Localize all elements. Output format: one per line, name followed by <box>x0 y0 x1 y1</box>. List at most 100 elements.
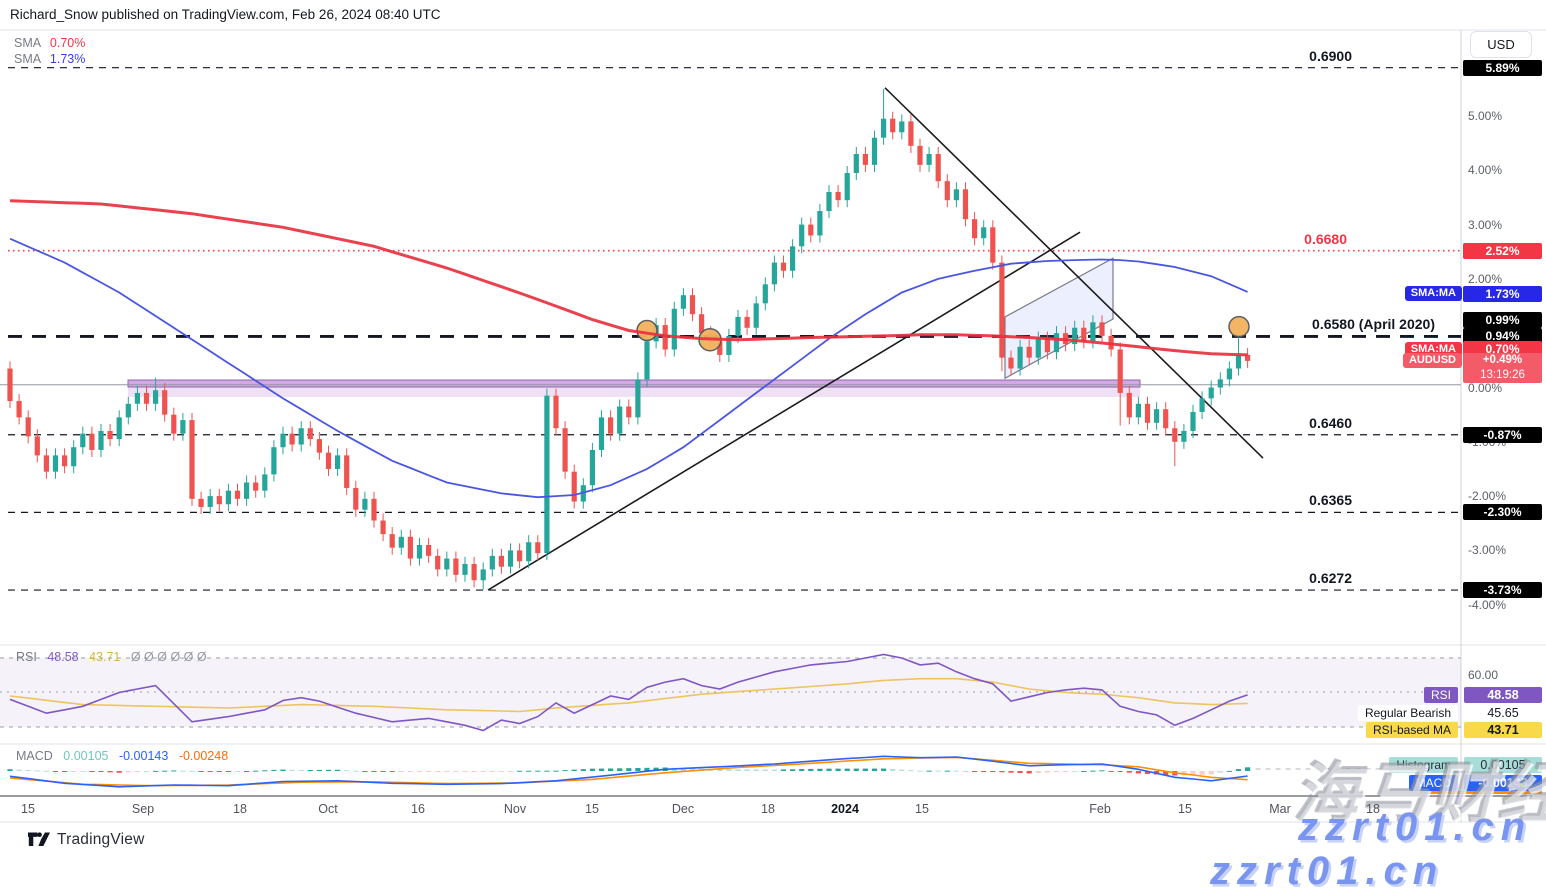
macd-header[interactable]: MACD 0.00105 -0.00143 -0.00248 <box>16 749 235 763</box>
time-axis-label[interactable]: Nov <box>503 802 527 816</box>
candle <box>1017 346 1023 369</box>
candle <box>526 542 532 562</box>
support-zone-light <box>128 387 1140 398</box>
candle <box>972 219 978 239</box>
candle <box>780 262 787 271</box>
price-axis-marker: -0.87% <box>1463 426 1542 443</box>
macd-histogram-bar <box>43 770 49 772</box>
macd-histogram-bar <box>853 768 859 771</box>
macd-histogram-bar <box>680 767 686 771</box>
sma-slow-legend[interactable]: SMA 1.73% <box>14 52 85 66</box>
macd-histogram-bar <box>89 771 95 772</box>
series-axis-pill: SMA:MA <box>1404 286 1462 302</box>
price-axis-tick: 4.00% <box>1468 163 1503 178</box>
macd-histogram-bar <box>116 771 122 773</box>
candle <box>735 316 741 336</box>
macd-histogram-bar <box>826 768 832 771</box>
sma-fast-legend[interactable]: SMA 0.70% <box>14 36 85 50</box>
rsi-value-tag: 48.58 <box>1464 687 1542 703</box>
macd-histogram-bar <box>1199 771 1205 775</box>
candle <box>216 496 222 505</box>
macd-histogram-bar <box>644 767 650 771</box>
candle <box>744 316 750 328</box>
time-axis-label[interactable]: 15 <box>915 802 929 816</box>
macd-histogram-bar <box>535 770 541 772</box>
macd-histogram-bar <box>890 769 896 771</box>
macd-histogram-bar <box>1081 771 1087 772</box>
time-axis-label[interactable]: Oct <box>318 802 338 816</box>
candle <box>426 544 432 556</box>
highlight-circle[interactable] <box>1228 315 1250 338</box>
rsi-line[interactable] <box>9 653 1248 732</box>
rsi-ma-header-value: 43.71 <box>89 650 121 664</box>
macd-histogram-bar <box>617 768 623 771</box>
macd-histogram-bar <box>799 769 805 771</box>
macd-histogram-bar <box>1035 771 1041 774</box>
time-axis-label[interactable]: Dec <box>671 802 695 816</box>
time-axis-label[interactable]: 15 <box>1178 802 1192 816</box>
series-axis-pill: AUDUSD <box>1402 353 1462 369</box>
sma-slow-legend-value: 1.73% <box>49 52 86 66</box>
ascending-trendline[interactable] <box>487 231 1081 591</box>
macd-histogram-bar <box>507 771 514 772</box>
price-axis-marker: 0.94% <box>1463 328 1542 345</box>
time-axis-label[interactable]: 16 <box>411 802 425 816</box>
candle <box>1181 430 1187 442</box>
macd-histogram-bar <box>162 770 168 772</box>
candle <box>234 490 241 499</box>
macd-histogram-bar <box>608 768 614 771</box>
time-axis-label[interactable]: 2024 <box>831 802 859 816</box>
candle <box>1053 333 1060 353</box>
descending-trendline[interactable] <box>884 87 1264 459</box>
macd-histogram-bar <box>1017 771 1023 774</box>
macd-histogram-bar <box>753 769 759 771</box>
tradingview-logo[interactable]: TradingView <box>28 830 145 849</box>
macd-histogram-bar <box>571 769 577 771</box>
macd-histogram-bar <box>380 771 386 772</box>
chart-canvas[interactable] <box>0 0 1546 857</box>
time-axis-label[interactable]: 15 <box>585 802 599 816</box>
sma-fast-line[interactable] <box>9 199 1248 357</box>
candle <box>298 428 304 445</box>
macd-histogram-bar <box>544 770 550 772</box>
candle <box>107 430 113 440</box>
macd-line[interactable] <box>9 755 1248 788</box>
support-zone <box>127 379 1141 388</box>
time-axis-label[interactable]: Mar <box>1269 802 1291 816</box>
macd-hist-header-value: 0.00105 <box>63 749 109 763</box>
price-axis-tick: 5.00% <box>1468 109 1503 123</box>
time-axis-label[interactable]: Feb <box>1089 802 1111 816</box>
candle <box>953 189 959 201</box>
price-level-label: 0.6680 <box>1304 230 1347 247</box>
candle <box>462 563 468 575</box>
time-axis-label[interactable]: 18 <box>1366 802 1380 816</box>
candle <box>1163 409 1169 429</box>
candle <box>1081 327 1087 342</box>
rsi-ma-line[interactable] <box>9 677 1248 713</box>
macd-histogram-bar <box>1190 771 1196 776</box>
time-axis-label[interactable]: Sep <box>131 802 155 816</box>
macd-histogram-bar <box>389 771 395 772</box>
macd-signal-header-value: -0.00248 <box>178 749 229 763</box>
macd-histogram-bar <box>589 768 595 771</box>
candle <box>726 335 732 355</box>
candle <box>471 563 477 581</box>
currency-toggle-button[interactable]: USD <box>1470 31 1532 58</box>
macd-histogram-bar <box>80 771 86 772</box>
highlight-circle[interactable] <box>636 319 658 342</box>
rsi-header-label: RSI <box>16 650 37 664</box>
time-axis-label[interactable]: 18 <box>761 802 775 816</box>
sma-slow-line[interactable] <box>9 237 1248 499</box>
candle <box>1144 403 1151 423</box>
time-axis-label[interactable]: 15 <box>21 802 35 816</box>
candle <box>344 455 350 488</box>
candle <box>881 118 887 138</box>
rsi-header-value: 48.58 <box>47 650 79 664</box>
rsi-header[interactable]: RSI 48.58 43.71 Ø Ø Ø Ø Ø Ø <box>16 650 214 664</box>
time-axis-label[interactable]: 18 <box>233 802 247 816</box>
macd-histogram-bar <box>253 770 259 772</box>
candle <box>171 414 177 434</box>
rsi-based-ma-tag: RSI-based MA <box>1365 722 1458 738</box>
price-axis-tick: 3.00% <box>1468 217 1503 232</box>
macd-line-value: -0.00143 <box>1464 775 1542 791</box>
